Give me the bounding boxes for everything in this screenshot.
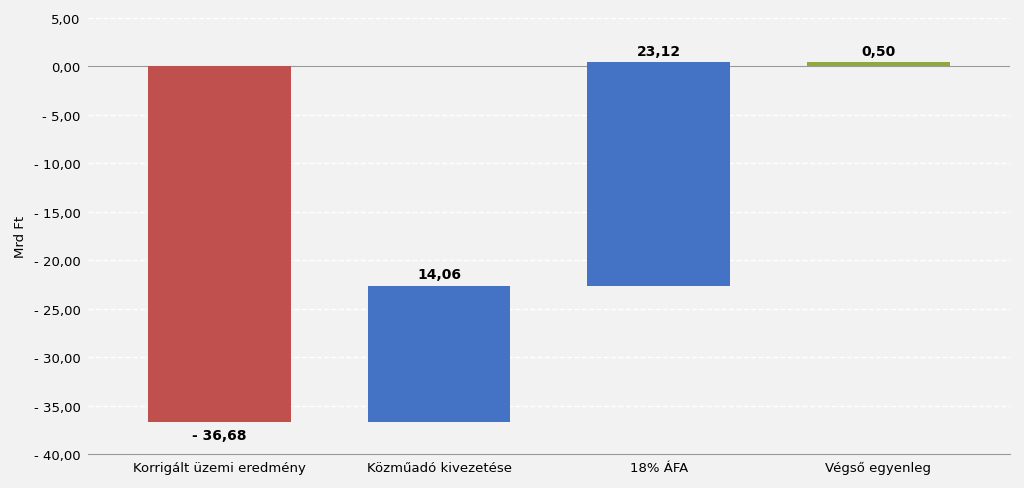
Bar (368, 286, 510, 422)
Bar (588, 62, 730, 286)
Text: - 36,68: - 36,68 (193, 428, 247, 442)
Y-axis label: Mrd Ft: Mrd Ft (14, 215, 27, 258)
Bar (807, 62, 949, 67)
Text: 23,12: 23,12 (637, 44, 681, 59)
Bar (148, 67, 291, 422)
Text: 14,06: 14,06 (417, 267, 461, 281)
Text: 0,50: 0,50 (861, 44, 895, 59)
